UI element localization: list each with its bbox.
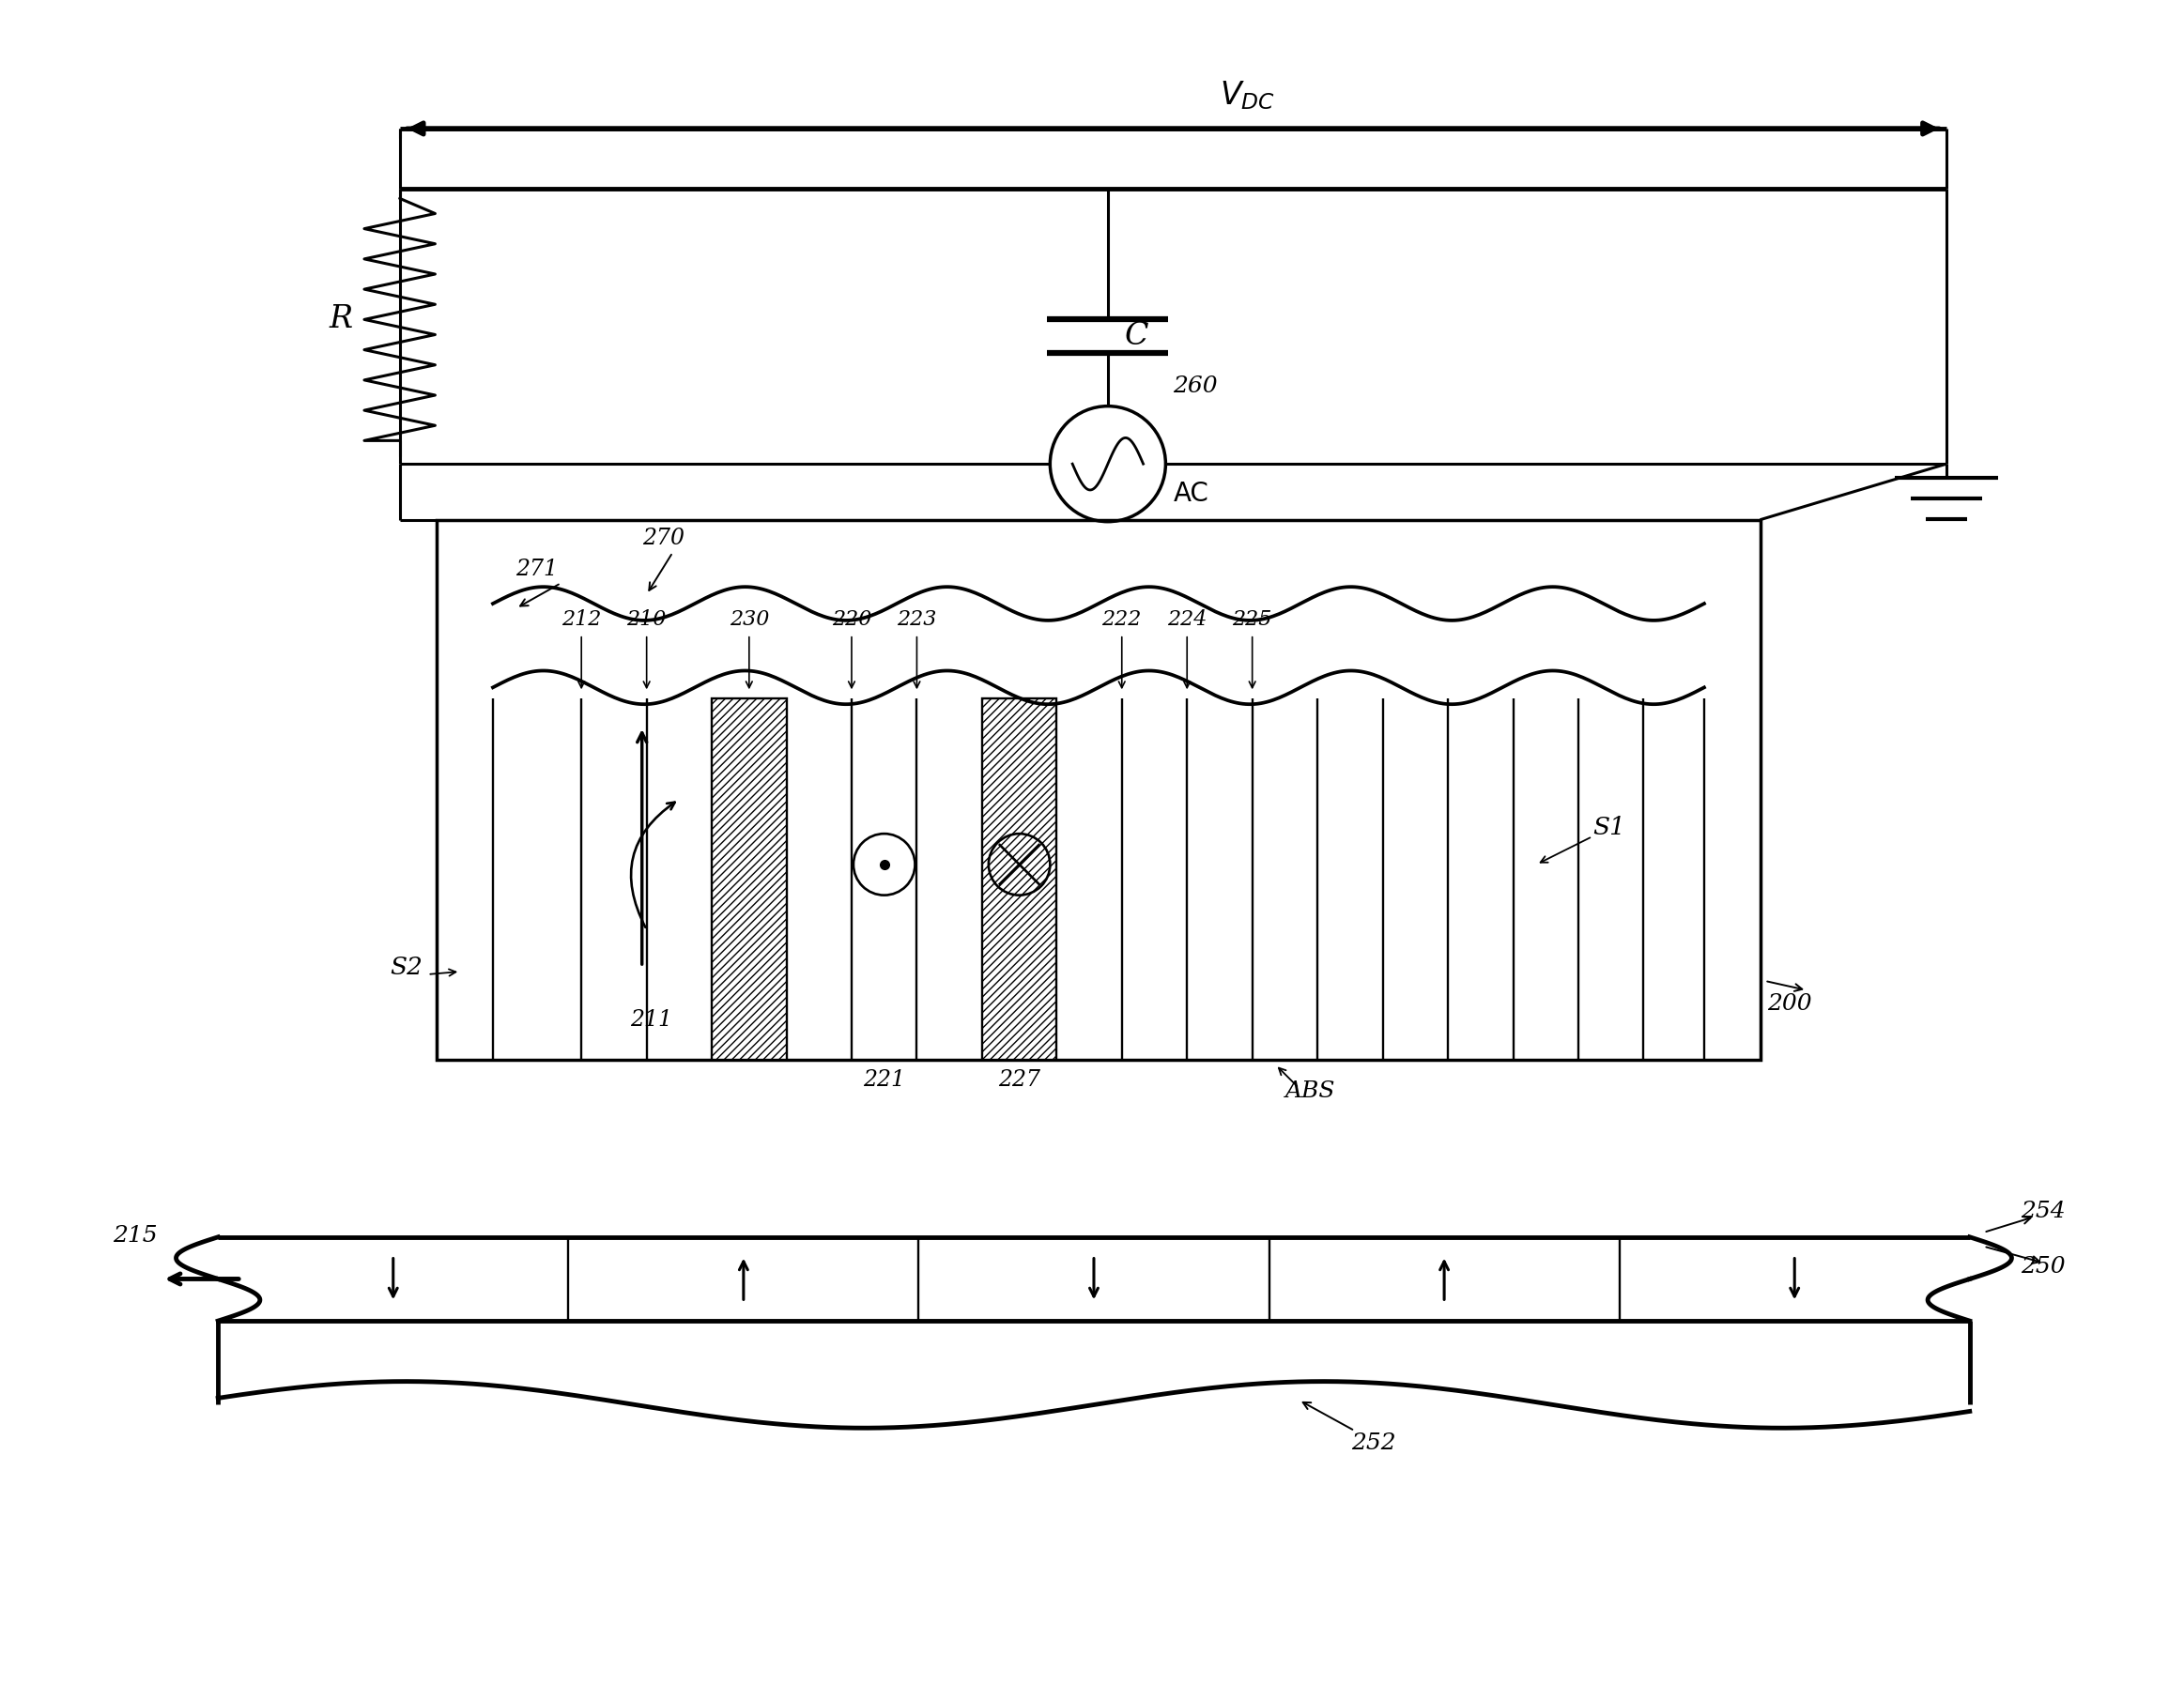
Text: S1: S1 xyxy=(1592,816,1625,838)
Bar xyxy=(983,699,1057,1061)
Text: 220: 220 xyxy=(832,609,871,629)
Text: 221: 221 xyxy=(863,1069,906,1091)
Text: $V_{DC}$: $V_{DC}$ xyxy=(1221,80,1275,112)
Text: 215: 215 xyxy=(114,1224,157,1246)
Text: 254: 254 xyxy=(2020,1200,2066,1222)
Text: 200: 200 xyxy=(1767,993,1813,1015)
Text: C: C xyxy=(1125,321,1149,352)
Text: 223: 223 xyxy=(898,609,937,629)
Bar xyxy=(437,520,1760,1061)
Text: 250: 250 xyxy=(2020,1256,2066,1277)
Text: 270: 270 xyxy=(642,529,684,549)
Text: 210: 210 xyxy=(627,609,666,629)
Text: 227: 227 xyxy=(998,1069,1040,1091)
Text: R: R xyxy=(330,304,354,335)
Text: 252: 252 xyxy=(1352,1433,1396,1454)
Text: ABS: ABS xyxy=(1284,1081,1334,1102)
Text: 224: 224 xyxy=(1166,609,1208,629)
Text: 211: 211 xyxy=(631,1008,673,1030)
Text: 260: 260 xyxy=(1173,376,1219,396)
Text: 212: 212 xyxy=(561,609,601,629)
Text: AC: AC xyxy=(1173,481,1208,507)
Text: 222: 222 xyxy=(1103,609,1142,629)
Text: 230: 230 xyxy=(729,609,769,629)
Text: 225: 225 xyxy=(1232,609,1271,629)
Text: S2: S2 xyxy=(391,955,424,979)
Text: 271: 271 xyxy=(515,559,559,580)
Bar xyxy=(712,699,786,1061)
